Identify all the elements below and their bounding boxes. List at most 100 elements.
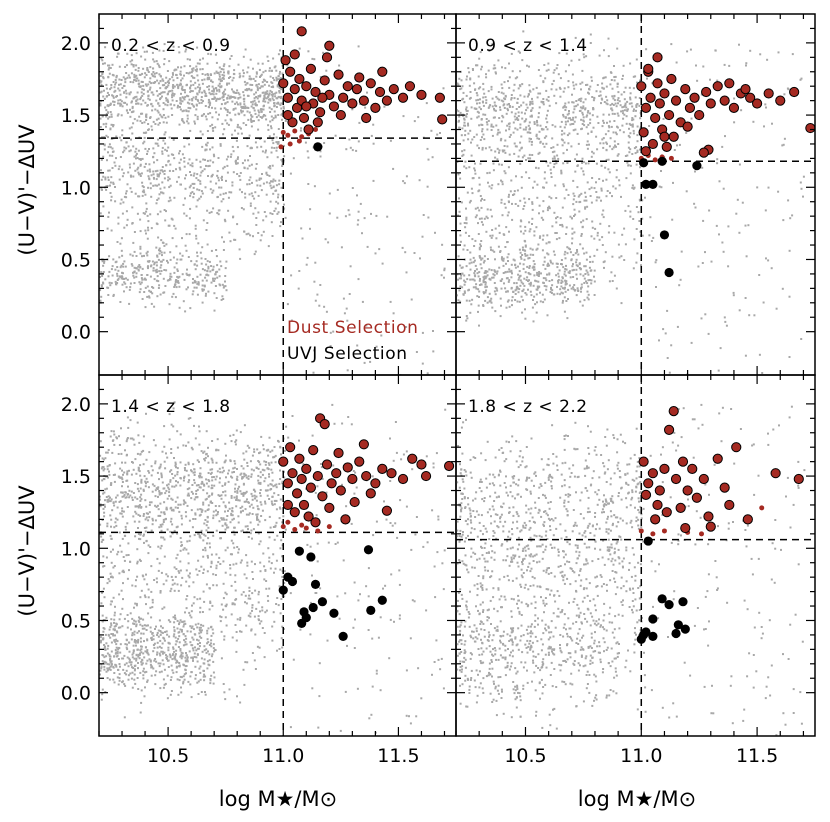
background-point — [264, 91, 267, 94]
background-point — [637, 211, 640, 214]
background-point — [559, 217, 562, 220]
background-point — [112, 474, 115, 476]
background-point — [207, 52, 210, 55]
background-point — [465, 222, 468, 225]
background-point — [182, 97, 185, 100]
background-point — [132, 110, 135, 113]
background-point — [183, 165, 186, 168]
background-point — [273, 446, 276, 448]
background-point — [662, 118, 665, 120]
background-point — [525, 293, 528, 296]
background-point — [157, 287, 160, 289]
background-point — [132, 274, 135, 277]
background-point — [152, 170, 155, 173]
background-point — [636, 103, 639, 105]
background-point — [148, 295, 150, 298]
background-point — [273, 104, 276, 107]
background-point — [547, 206, 549, 209]
background-point — [269, 483, 272, 486]
background-point — [137, 527, 139, 529]
background-point — [463, 274, 466, 277]
background-point — [800, 187, 803, 190]
background-point — [241, 505, 244, 508]
background-point — [119, 242, 122, 245]
background-point — [247, 107, 250, 109]
background-point — [143, 291, 146, 293]
background-point — [584, 108, 587, 111]
background-point — [627, 134, 630, 137]
background-point — [286, 303, 289, 306]
background-point — [167, 483, 170, 486]
background-point — [163, 133, 166, 136]
background-point — [525, 279, 528, 281]
background-point — [166, 497, 169, 500]
background-point — [432, 350, 435, 353]
background-point — [560, 279, 563, 282]
background-point — [187, 256, 190, 258]
background-point — [672, 181, 674, 184]
background-point — [519, 70, 522, 73]
background-point — [608, 120, 611, 123]
background-point — [231, 88, 233, 91]
background-point — [552, 166, 555, 169]
background-point — [137, 166, 140, 169]
background-point — [230, 512, 233, 515]
background-point — [617, 91, 620, 94]
background-point — [147, 226, 149, 229]
background-point — [528, 198, 531, 201]
background-point — [178, 84, 181, 87]
background-point — [564, 281, 567, 284]
background-point — [121, 254, 124, 257]
background-point — [247, 475, 250, 478]
background-point — [560, 282, 563, 284]
background-point — [206, 209, 209, 212]
background-point — [548, 272, 551, 275]
background-point — [716, 162, 719, 165]
background-points — [99, 43, 446, 375]
background-point — [636, 81, 638, 84]
background-point — [228, 231, 231, 234]
background-point — [511, 105, 514, 108]
background-point — [277, 211, 280, 214]
background-point — [510, 276, 513, 279]
background-point — [499, 106, 501, 109]
background-point — [151, 469, 154, 472]
background-point — [264, 69, 267, 72]
background-point — [127, 542, 130, 545]
background-point — [564, 283, 567, 286]
background-point — [162, 192, 165, 195]
background-point — [127, 74, 130, 77]
background-point — [191, 165, 194, 168]
background-point — [243, 500, 246, 503]
background-point — [266, 55, 269, 58]
background-point — [155, 99, 158, 102]
background-point — [199, 68, 202, 71]
background-point — [504, 94, 507, 97]
background-point — [616, 126, 619, 129]
background-point — [119, 266, 122, 269]
background-point — [543, 284, 546, 287]
background-point — [154, 184, 157, 187]
background-point — [586, 140, 589, 143]
background-point — [119, 467, 122, 470]
background-point — [158, 249, 160, 252]
background-point — [140, 80, 143, 83]
background-point — [313, 349, 316, 352]
background-point — [279, 97, 282, 100]
background-point — [632, 87, 635, 90]
background-point — [554, 232, 557, 234]
background-point — [206, 159, 209, 162]
dust-point — [763, 88, 774, 99]
background-point — [161, 241, 164, 244]
background-point — [572, 111, 575, 114]
background-point — [485, 99, 488, 102]
background-point — [587, 279, 590, 282]
background-point — [198, 89, 201, 92]
background-point — [222, 76, 225, 79]
background-point — [685, 190, 688, 193]
background-point — [600, 189, 603, 192]
background-point — [185, 548, 188, 551]
background-point — [490, 43, 493, 46]
background-point — [132, 162, 135, 165]
background-point — [552, 79, 555, 82]
